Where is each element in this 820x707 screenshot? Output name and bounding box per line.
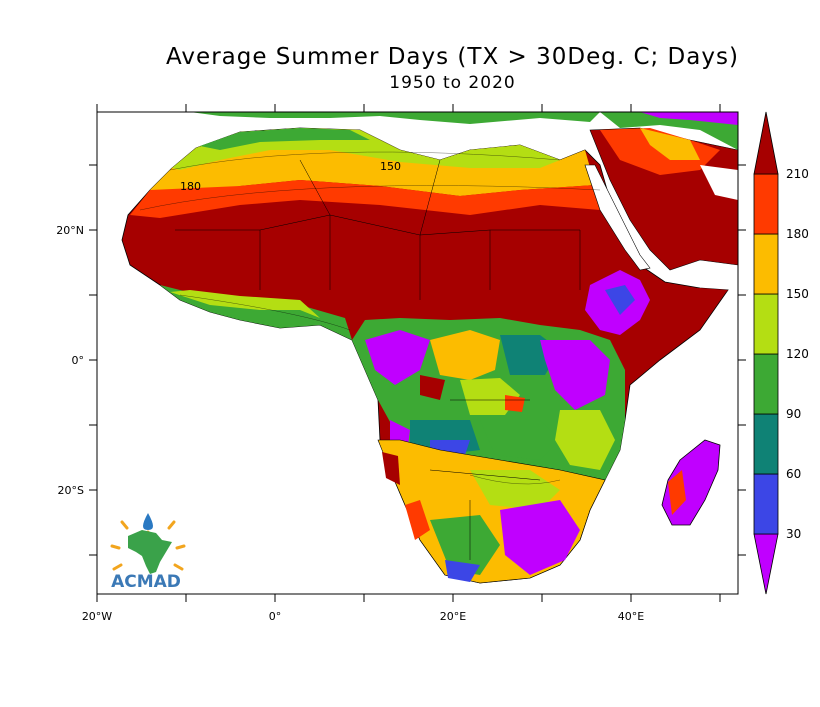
y-tick-label-0: 0° — [72, 354, 85, 367]
y-tick-label-20n: 20°N — [56, 224, 84, 237]
colorbar-swatch — [753, 353, 779, 415]
colorbar-label-120: 120 — [786, 347, 809, 361]
colorbar-label-60: 60 — [786, 467, 801, 481]
water-drop-icon — [143, 513, 153, 530]
logo-text: ACMAD — [111, 572, 181, 592]
colorbar-label-210: 210 — [786, 167, 809, 181]
logo-africa-shape — [128, 530, 172, 574]
europe-coast — [190, 112, 600, 124]
contour-label-180: 180 — [180, 180, 201, 193]
colorbar-swatch — [753, 473, 779, 535]
colorbar-label-90: 90 — [786, 407, 801, 421]
x-tick-label-20e: 20°E — [440, 610, 466, 623]
x-tick-label-20w: 20°W — [82, 610, 112, 623]
y-tick-label-20s: 20°S — [58, 484, 84, 497]
country-borders — [175, 159, 581, 560]
colorbar-swatch — [753, 173, 779, 235]
contour-label-150: 150 — [380, 160, 401, 173]
colorbar-bottom-triangle — [753, 533, 779, 595]
colorbar-swatch — [753, 293, 779, 355]
colorbar-label-30: 30 — [786, 527, 801, 541]
x-axis-ticks — [96, 104, 721, 602]
y-axis-ticks — [89, 164, 746, 556]
colorbar-label-180: 180 — [786, 227, 809, 241]
contour-lines — [139, 151, 601, 485]
x-tick-label-40e: 40°E — [618, 610, 644, 623]
plot-frame — [96, 111, 739, 595]
map-plot-area: 150 180 — [97, 112, 738, 594]
levant-region — [600, 112, 738, 150]
map-title: Average Summer Days (TX > 30Deg. C; Days… — [166, 44, 739, 70]
colorbar-label-150: 150 — [786, 287, 809, 301]
colorbar-swatch — [753, 413, 779, 475]
x-tick-label-0: 0° — [269, 610, 282, 623]
colorbar-top-triangle — [753, 111, 779, 175]
acmad-logo: ACMAD — [110, 513, 186, 592]
colorbar — [753, 111, 779, 595]
colorbar-swatch — [753, 233, 779, 295]
map-subtitle: 1950 to 2020 — [389, 73, 516, 93]
